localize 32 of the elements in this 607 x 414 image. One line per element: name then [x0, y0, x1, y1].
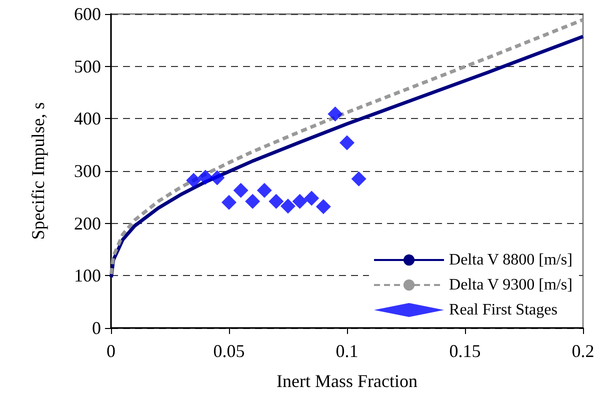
point: [351, 171, 366, 186]
point: [316, 199, 331, 214]
point: [210, 170, 225, 186]
y-tick-label: 600: [74, 4, 101, 24]
x-tick-label: 0.15: [449, 341, 481, 361]
point: [328, 106, 343, 122]
legend-label: Delta V 9300 [m/s]: [449, 276, 572, 294]
point: [233, 182, 248, 198]
x-axis-title: Inert Mass Fraction: [276, 371, 418, 391]
point: [304, 190, 320, 206]
y-tick-label: 300: [74, 161, 101, 181]
point: [245, 194, 260, 209]
y-tick-label: 500: [74, 56, 101, 76]
legend-label: Real First Stages: [449, 302, 558, 318]
y-tick-label: 0: [92, 318, 101, 338]
x-tick-label: 0.05: [213, 341, 245, 361]
point: [186, 172, 202, 188]
y-tick-label: 200: [74, 213, 101, 234]
point: [340, 135, 354, 150]
y-axis-title: Specific Impulse, s: [28, 102, 48, 240]
point: [280, 198, 296, 214]
point: [198, 170, 213, 185]
x-tick-label: 0.1: [336, 341, 358, 361]
legend-label: Delta V 8800 [m/s]: [449, 252, 572, 268]
point: [256, 182, 272, 198]
point: [268, 194, 284, 209]
x-tick-label: 0.2: [572, 341, 594, 361]
x-tick-label: 0: [106, 341, 116, 361]
y-tick-label: 100: [74, 266, 101, 286]
point: [222, 194, 236, 210]
y-tick-label: 400: [74, 108, 101, 129]
point: [292, 194, 308, 209]
